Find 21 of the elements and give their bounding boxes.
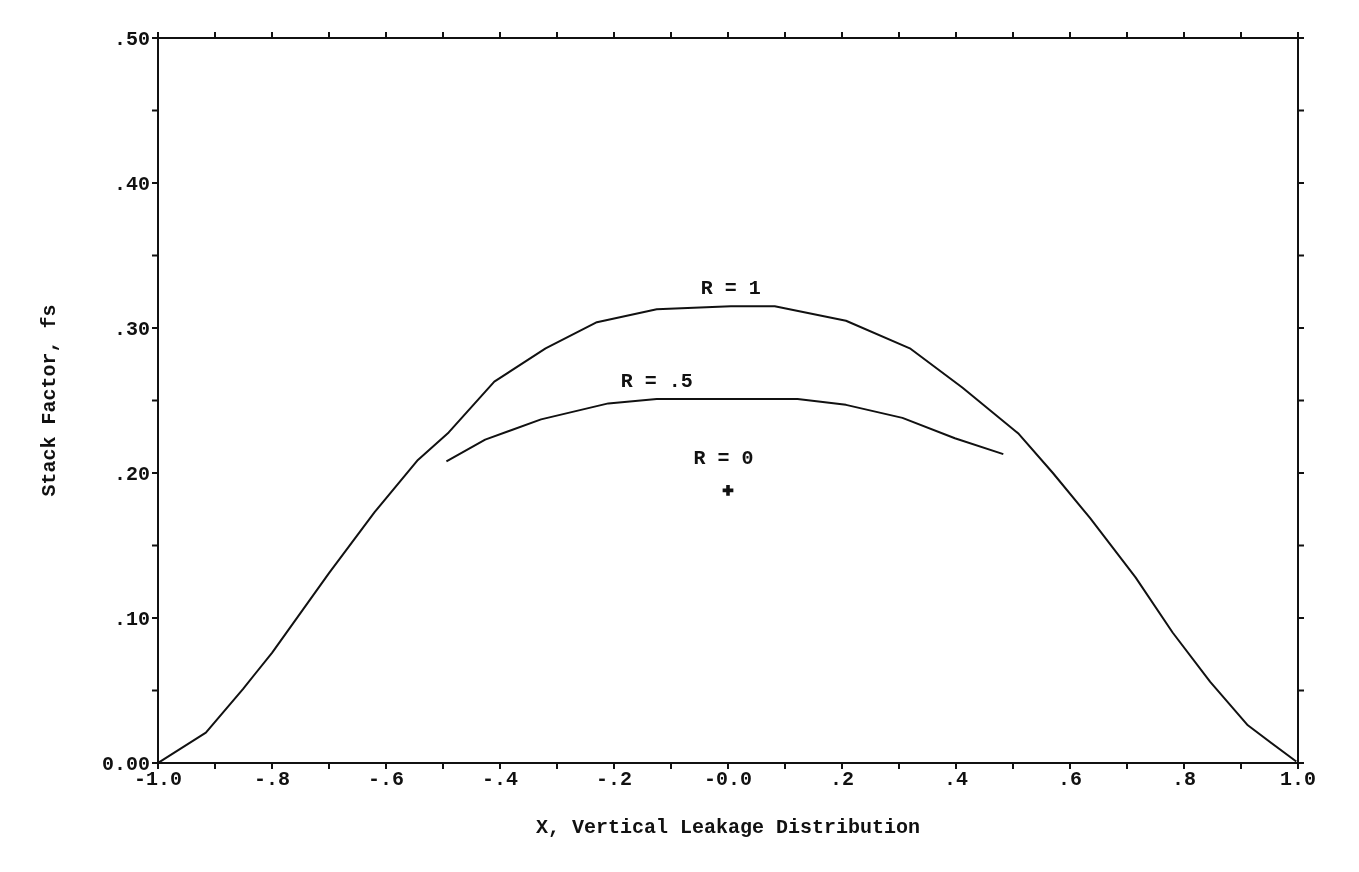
y-tick-label: .20 [113,463,150,487]
series-label: R = 0 [693,446,754,470]
x-tick-label: .4 [943,768,969,792]
series-label: R = .5 [620,370,693,394]
x-tick-label: -.4 [481,768,519,792]
x-tick-label: -0.0 [703,768,753,792]
y-axis-title: Stack Factor, fs [38,304,62,497]
y-tick-label: .30 [113,318,150,342]
y-tick-label: .50 [113,28,150,52]
x-tick-label: .2 [829,768,855,792]
x-tick-label: .8 [1171,768,1197,792]
x-tick-label: -.2 [595,768,633,792]
y-tick-label: .40 [113,173,150,197]
series-label: R = 1 [700,277,761,301]
x-axis-title: X, Vertical Leakage Distribution [535,816,921,839]
y-tick-label: .10 [113,608,150,632]
x-tick-label: -.6 [367,768,405,792]
x-tick-label: 1.0 [1279,768,1317,792]
x-tick-label: .6 [1057,768,1083,792]
x-tick-label: -.8 [253,768,291,792]
line-series [445,398,1005,463]
